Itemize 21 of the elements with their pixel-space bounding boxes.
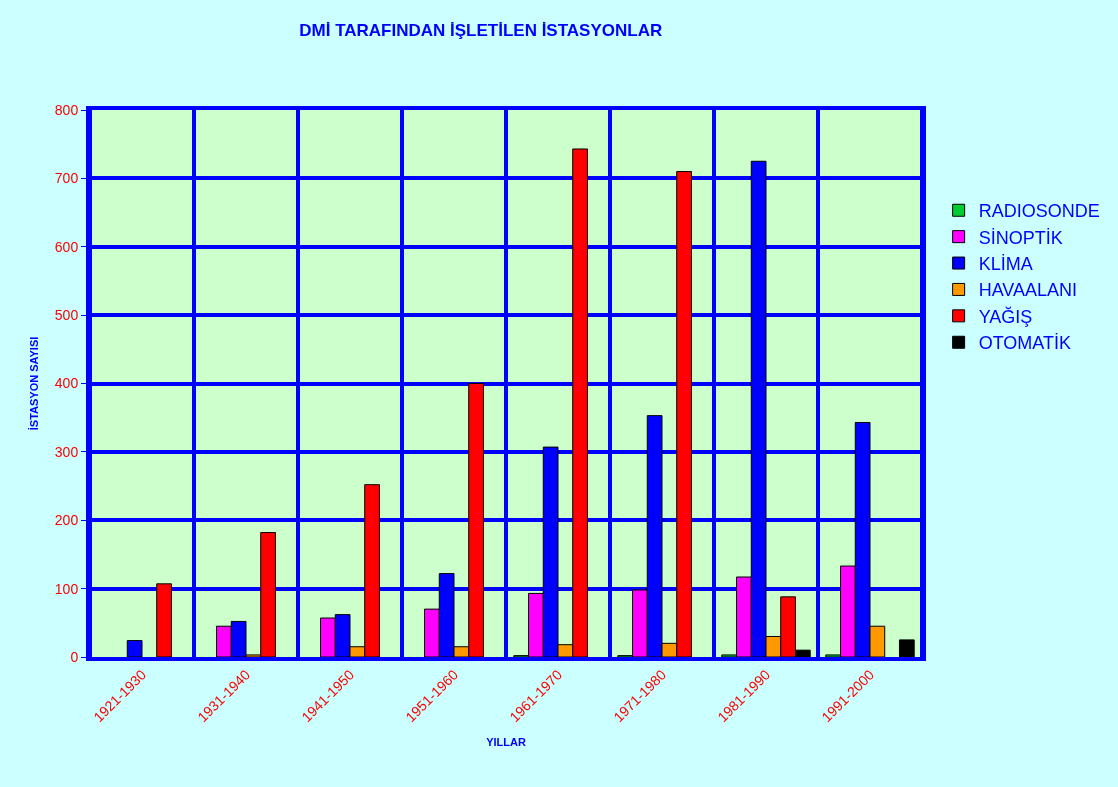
y-tick-label: 0 xyxy=(70,648,79,665)
y-tick-label: 700 xyxy=(54,170,79,187)
legend-label: RADIOSONDE xyxy=(978,201,1100,222)
bar xyxy=(156,583,172,657)
bar xyxy=(898,639,915,657)
legend-label: YAĞIŞ xyxy=(978,305,1033,327)
y-tick-label: 300 xyxy=(54,443,79,460)
y-tick-label: 100 xyxy=(54,580,79,597)
legend-label: OTOMATİK xyxy=(978,333,1071,354)
y-tick-label: 600 xyxy=(54,238,79,255)
bar xyxy=(126,640,143,657)
y-tick-label: 500 xyxy=(54,307,79,324)
x-axis-title: YILLAR xyxy=(486,735,526,748)
legend-label: KLİMA xyxy=(978,254,1033,275)
chart-title: DMİ TARAFINDAN İŞLETİLEN İSTASYONLAR xyxy=(299,20,663,40)
legend-label: HAVAALANI xyxy=(978,280,1078,301)
y-tick-label: 800 xyxy=(54,101,79,118)
y-axis-title: İSTASYON SAYISI xyxy=(27,336,40,431)
legend-label: SİNOPTİK xyxy=(978,227,1063,248)
y-tick-label: 400 xyxy=(54,375,79,392)
y-tick-label: 200 xyxy=(54,512,79,529)
